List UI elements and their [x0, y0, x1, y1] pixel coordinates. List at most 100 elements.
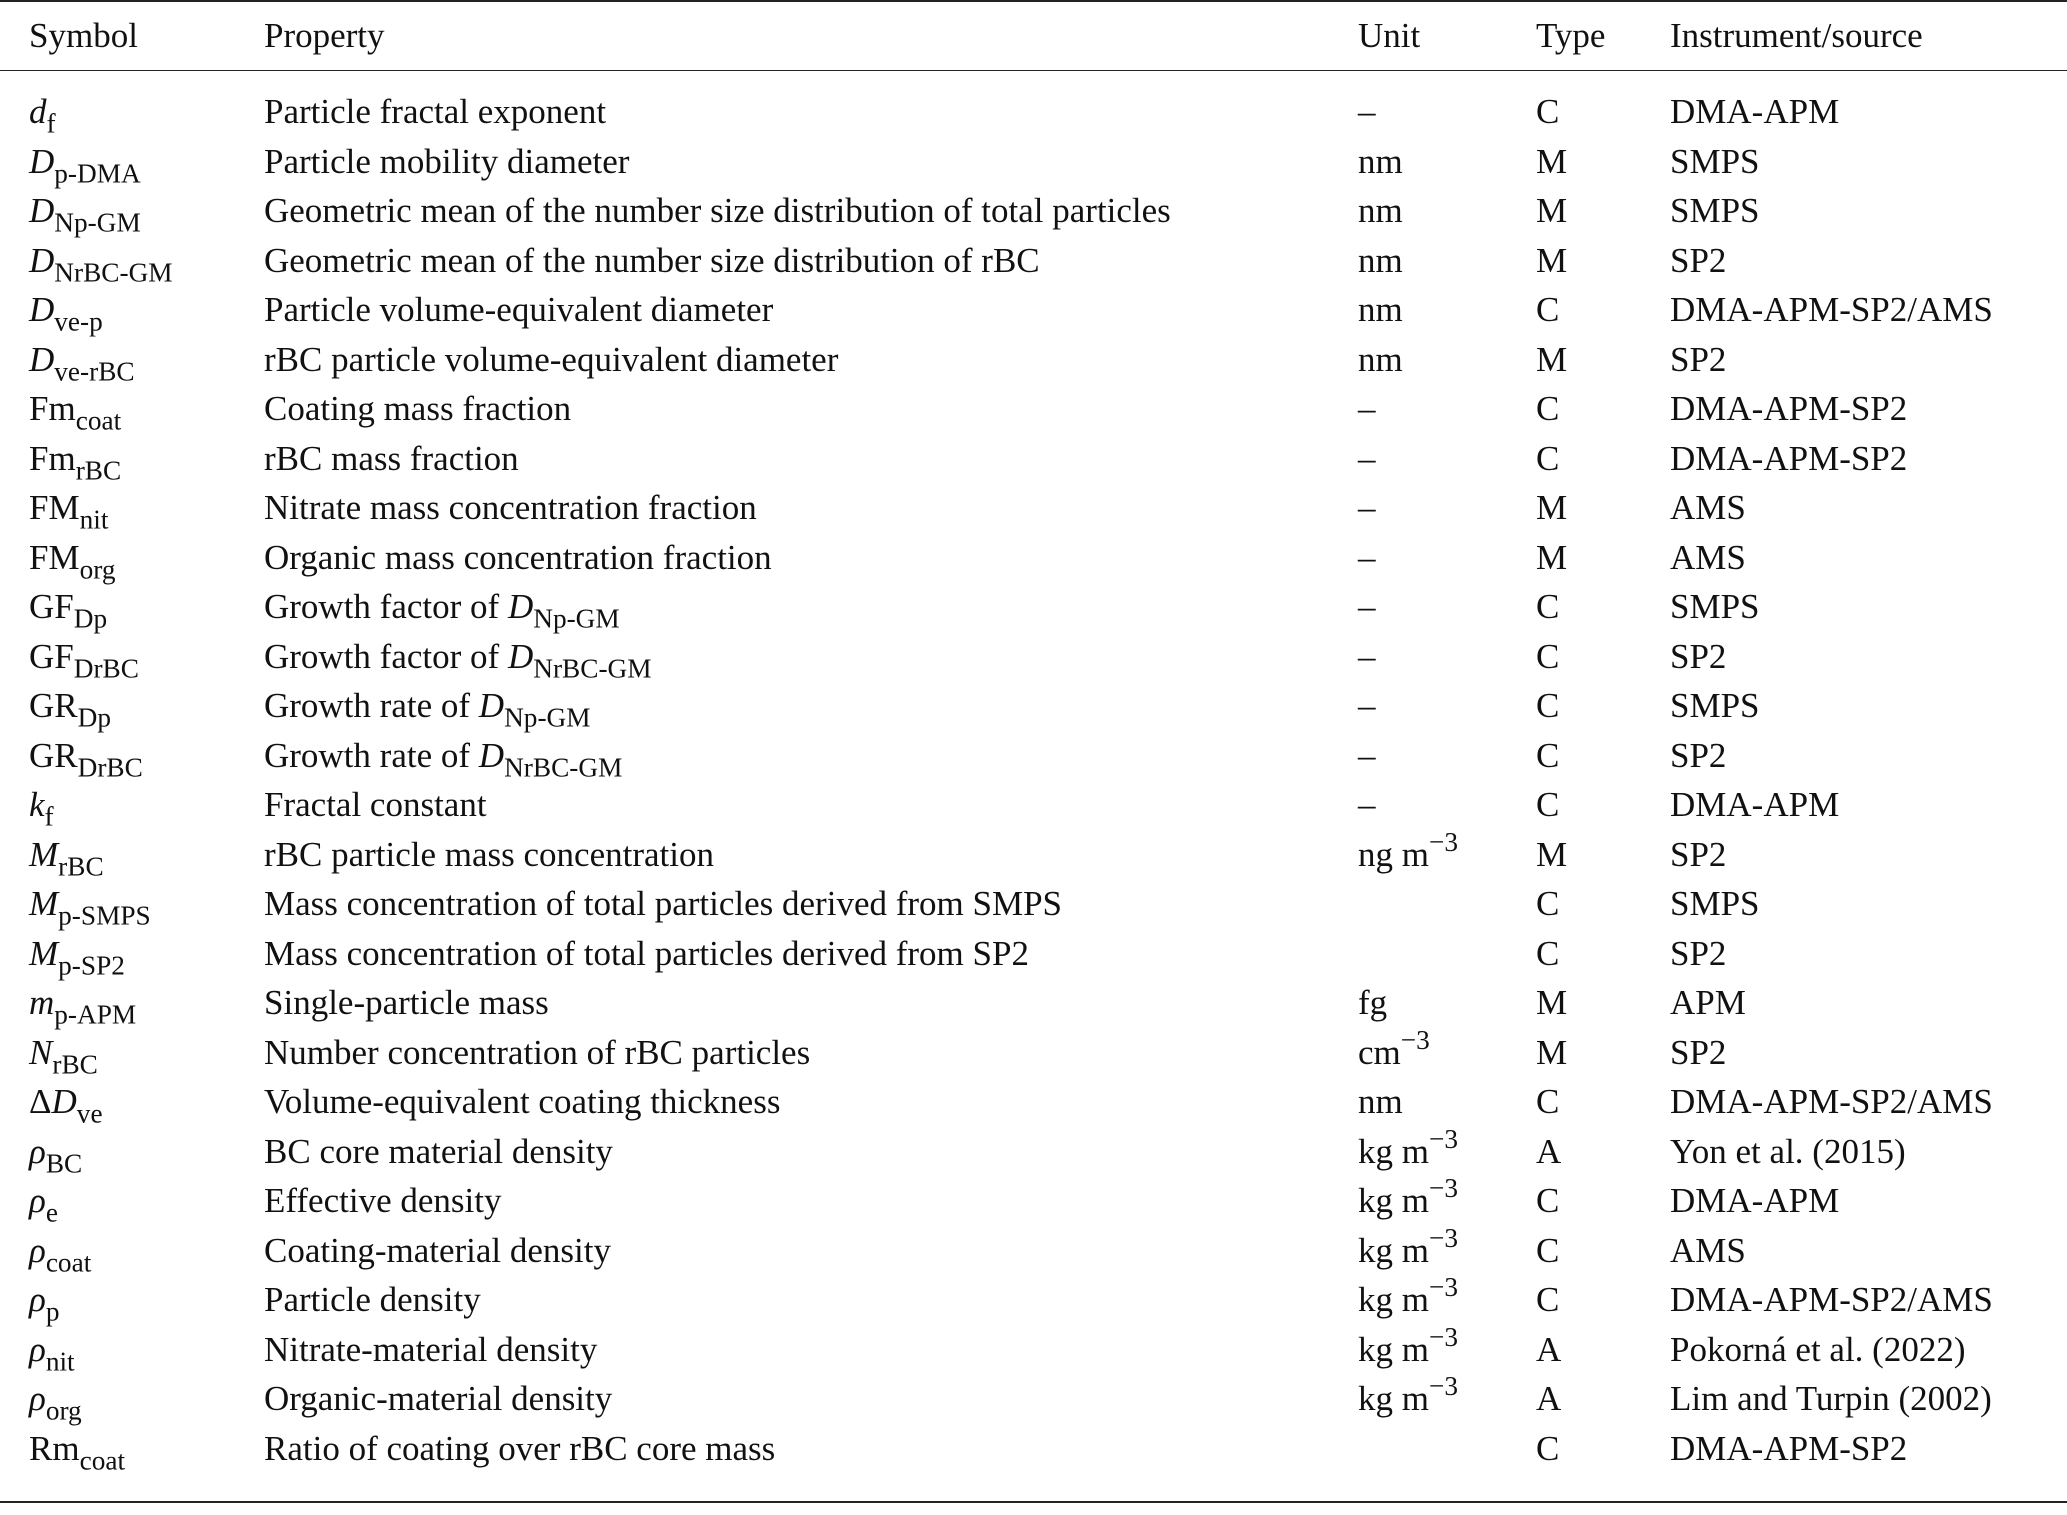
- subscript: coat: [79, 1445, 126, 1476]
- unit-cell: kg m−3: [1358, 1175, 1536, 1226]
- unit-cell: nm: [1358, 186, 1536, 236]
- symbol-cell: FMorg: [0, 533, 264, 583]
- header-row: Symbol Property Unit Type Instrument/sou…: [0, 1, 2067, 71]
- source-cell: APM: [1670, 978, 2067, 1028]
- text-segment: GF: [29, 636, 74, 676]
- cell-text: C: [1536, 884, 1560, 924]
- table-row: ρnit Nitrate-material density kg m−3 A Pokor…: [0, 1323, 2067, 1375]
- subscript: NrBC-GM: [504, 752, 623, 783]
- italic-symbol: ρ: [29, 1329, 46, 1369]
- source-cell: SMPS: [1670, 137, 2067, 187]
- table-row: MrBC rBC particle mass concentration ng m−…: [0, 828, 2067, 882]
- table-row: ρp Particle density kg m−3 C DMA-APM-SP2/AMS: [0, 1274, 2067, 1326]
- subscript: org: [79, 554, 116, 585]
- property-cell: Particle volume-equivalent diameter: [264, 285, 1358, 335]
- type-cell: C: [1536, 582, 1670, 632]
- property-cell: Coating mass fraction: [264, 384, 1358, 434]
- cell-text: A: [1536, 1379, 1562, 1419]
- subscript: p-APM: [54, 999, 137, 1030]
- symbol-cell: mp-APM: [0, 978, 264, 1028]
- source-cell: SMPS: [1670, 186, 2067, 236]
- cell-text: –: [1358, 92, 1376, 132]
- type-cell: C: [1536, 1077, 1670, 1127]
- unit-cell: nm: [1358, 137, 1536, 187]
- source-cell: SP2: [1670, 236, 2067, 286]
- subscript: rBC: [58, 851, 104, 882]
- symbol-cell: Mp-SP2: [0, 929, 264, 979]
- text-segment: kg m: [1358, 1230, 1429, 1270]
- table-row: DNrBC-GM Geometric mean of the number siz…: [0, 236, 2067, 286]
- subscript: coat: [45, 1247, 92, 1278]
- unit-cell: –: [1358, 384, 1536, 434]
- type-cell: C: [1536, 1226, 1670, 1276]
- cell-text: DMA-APM: [1670, 1181, 1840, 1221]
- spacer-cell: [0, 1473, 2067, 1502]
- italic-symbol: D: [29, 191, 55, 231]
- cell-text: SP2: [1670, 933, 1727, 973]
- property-cell: Growth factor of DNp-GM: [264, 582, 1358, 632]
- source-cell: SP2: [1670, 632, 2067, 682]
- subscript: f: [44, 801, 54, 832]
- cell-text: SMPS: [1670, 191, 1760, 231]
- unit-cell: –: [1358, 731, 1536, 781]
- cell-text: A: [1536, 1329, 1562, 1369]
- symbol-cell: GFDrBC: [0, 632, 264, 682]
- subscript: Dp: [77, 702, 111, 733]
- text-segment: FM: [29, 488, 80, 528]
- unit-cell: nm: [1358, 236, 1536, 286]
- table-row: GRDrBC Growth rate of DNrBC-GM – C SP2: [0, 731, 2067, 781]
- text-segment: Growth rate of: [264, 735, 479, 775]
- cell-text: nm: [1358, 290, 1403, 330]
- cell-text: DMA-APM-SP2: [1670, 1428, 1908, 1468]
- property-cell: Ratio of coating over rBC core mass: [264, 1424, 1358, 1474]
- cell-text: APM: [1670, 983, 1746, 1023]
- table-row: FMorg Organic mass concentration fraction…: [0, 533, 2067, 583]
- type-cell: C: [1536, 879, 1670, 929]
- unit-cell: cm−3: [1358, 1026, 1536, 1078]
- type-cell: C: [1536, 1275, 1670, 1325]
- property-cell: Nitrate mass concentration fraction: [264, 483, 1358, 533]
- cell-text: Single-particle mass: [264, 983, 549, 1023]
- type-cell: C: [1536, 1424, 1670, 1474]
- source-cell: AMS: [1670, 533, 2067, 583]
- cell-text: C: [1536, 785, 1560, 825]
- unit-cell: ng m−3: [1358, 828, 1536, 880]
- italic-symbol: ρ: [29, 1131, 46, 1171]
- subscript: Np-GM: [504, 702, 591, 733]
- text-segment: GR: [29, 686, 78, 726]
- subscript: NrBC-GM: [54, 257, 173, 288]
- cell-text: –: [1358, 735, 1376, 775]
- symbol-cell: Rmcoat: [0, 1424, 264, 1474]
- table-body: df Particle fractal exponent – C DMA-APM Dp-D…: [0, 71, 2067, 1502]
- type-cell: M: [1536, 137, 1670, 187]
- symbol-cell: GFDp: [0, 582, 264, 632]
- italic-symbol: D: [29, 240, 55, 280]
- symbol-cell: FMnit: [0, 483, 264, 533]
- cell-text: C: [1536, 389, 1560, 429]
- table-row: Dve-p Particle volume-equivalent diameter…: [0, 285, 2067, 335]
- cell-text: fg: [1358, 983, 1388, 1023]
- italic-symbol: ρ: [29, 1230, 46, 1270]
- cell-text: Coating mass fraction: [264, 389, 572, 429]
- table-row: FMnit Nitrate mass concentration fraction…: [0, 483, 2067, 533]
- property-cell: Particle mobility diameter: [264, 137, 1358, 187]
- cell-text: rBC particle mass concentration: [264, 834, 714, 874]
- source-cell: AMS: [1670, 483, 2067, 533]
- italic-symbol: M: [29, 834, 59, 874]
- subscript: Np-GM: [533, 603, 620, 634]
- cell-text: nm: [1358, 141, 1403, 181]
- table-row: GFDp Growth factor of DNp-GM – C SMPS: [0, 582, 2067, 632]
- type-cell: A: [1536, 1374, 1670, 1424]
- text-segment: ng m: [1358, 834, 1429, 874]
- italic-symbol: D: [51, 1082, 77, 1122]
- subscript: ve-rBC: [54, 356, 135, 387]
- source-cell: Pokorná et al. (2022): [1670, 1325, 2067, 1375]
- type-cell: C: [1536, 1176, 1670, 1226]
- property-cell: Organic mass concentration fraction: [264, 533, 1358, 583]
- cell-text: C: [1536, 1082, 1560, 1122]
- cell-text: C: [1536, 1181, 1560, 1221]
- cell-text: M: [1536, 488, 1568, 528]
- symbol-cell: kf: [0, 780, 264, 830]
- cell-text: C: [1536, 438, 1560, 478]
- source-cell: DMA-APM-SP2: [1670, 384, 2067, 434]
